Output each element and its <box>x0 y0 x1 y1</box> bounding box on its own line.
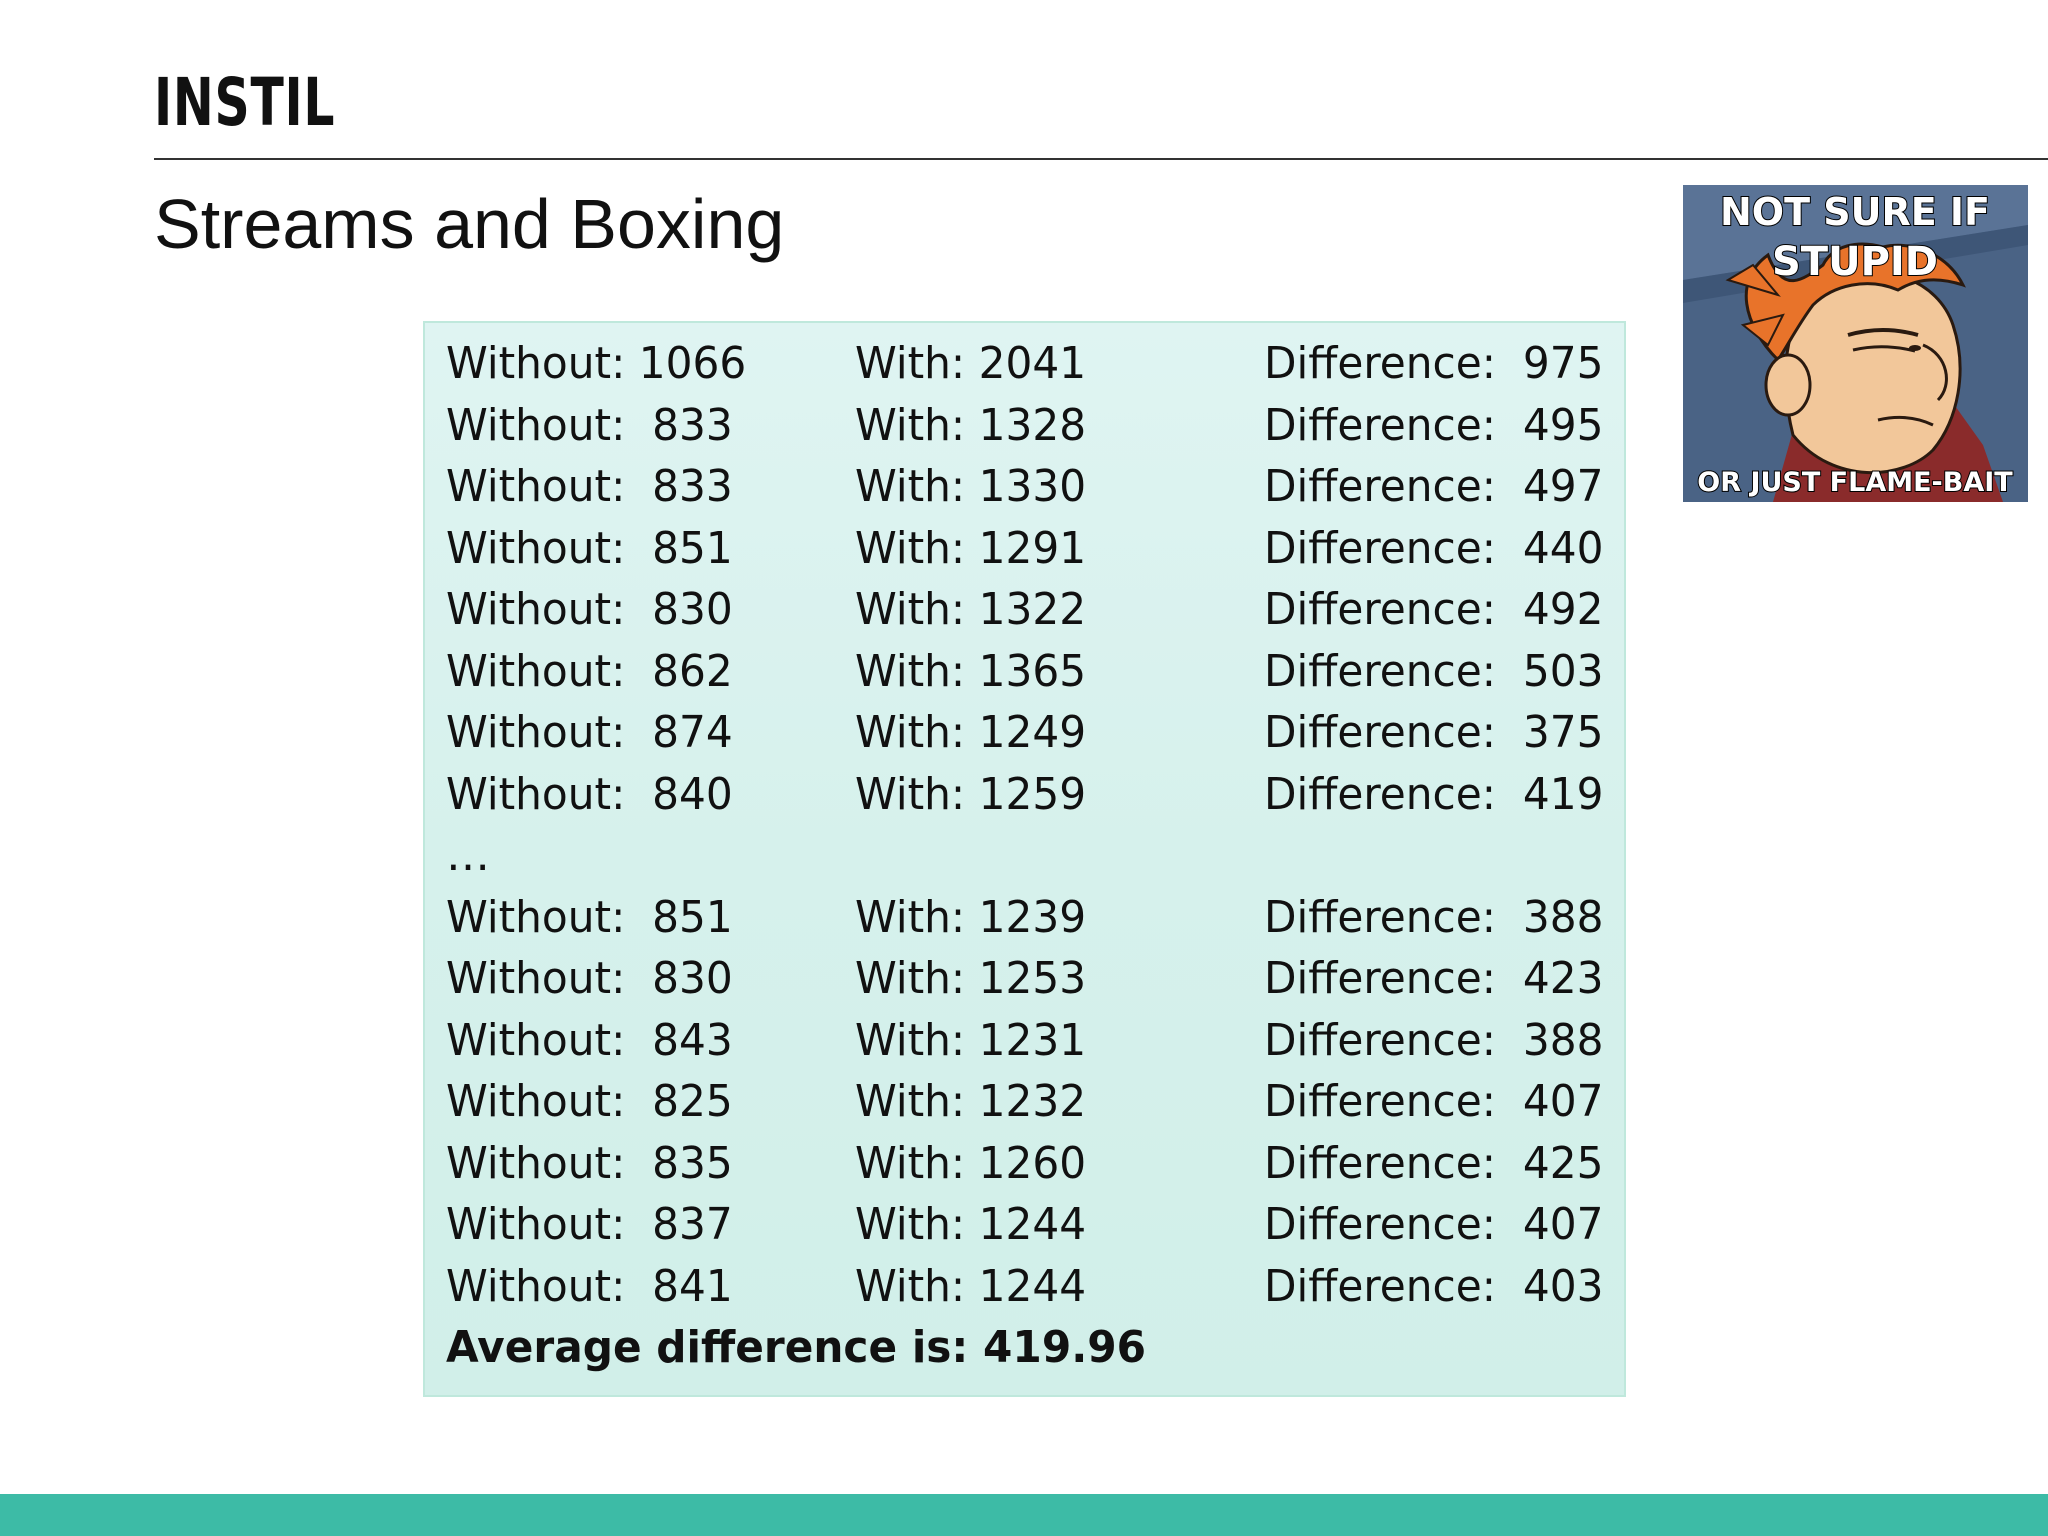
result-row: Without: 833 With: 1330 Difference: 497 <box>446 456 1624 518</box>
result-row: Without: 851 With: 1239 Difference: 388 <box>446 887 1624 949</box>
brand-logo-text: INSTIL <box>154 64 336 141</box>
meme-bottom-text: OR JUST FLAME-BAIT <box>1697 467 2013 498</box>
difference-value: Difference: 388 <box>1264 891 1604 943</box>
with-value: With: 1232 <box>855 1076 1087 1127</box>
without-value: Without: 825 <box>446 1076 733 1127</box>
footer-accent-bar <box>0 1494 2048 1536</box>
without-value: Without: 835 <box>446 1137 733 1189</box>
difference-value: Difference: 375 <box>1264 707 1604 758</box>
result-row: Without: 843 With: 1231 Difference: 388 <box>446 1010 1624 1072</box>
without-value: Without: 830 <box>446 584 733 635</box>
with-value: With: 1365 <box>855 645 1087 697</box>
meme-top-text-line1: NOT SURE IF <box>1720 190 1990 234</box>
slide-title: Streams and Boxing <box>154 185 785 263</box>
result-row: Without: 851 With: 1291 Difference: 440 <box>446 518 1624 580</box>
with-value: With: 1328 <box>855 399 1087 451</box>
difference-value: Difference: 425 <box>1264 1137 1604 1189</box>
result-row: Without: 830 With: 1253 Difference: 423 <box>446 948 1624 1010</box>
difference-value: Difference: 503 <box>1264 645 1604 697</box>
average-difference: Average difference is: 419.96 <box>446 1322 1147 1373</box>
without-value: Without: 840 <box>446 768 733 820</box>
without-value: Without: 837 <box>446 1199 733 1250</box>
without-value: Without: 841 <box>446 1260 733 1312</box>
benchmark-results-block: Without: 1066 With: 2041 Difference: 975 Wi… <box>423 321 1626 1397</box>
result-row: Without: 862 With: 1365 Difference: 503 <box>446 641 1624 703</box>
without-value: Without: 843 <box>446 1014 733 1066</box>
without-value: Without: 833 <box>446 399 733 451</box>
result-row: Without: 830 With: 1322 Difference: 492 <box>446 579 1624 641</box>
result-row: Without: 1066 With: 2041 Difference: 975 <box>446 333 1624 395</box>
result-row: Without: 837 With: 1244 Difference: 407 <box>446 1194 1624 1256</box>
difference-value: Difference: 495 <box>1264 399 1604 451</box>
result-row: Without: 833 With: 1328 Difference: 495 <box>446 395 1624 457</box>
result-row: Without: 841 With: 1244 Difference: 403 <box>446 1256 1624 1318</box>
results-ellipsis: … <box>446 830 490 881</box>
difference-value: Difference: 403 <box>1264 1260 1604 1312</box>
result-row: Without: 825 With: 1232 Difference: 407 <box>446 1071 1624 1133</box>
with-value: With: 1253 <box>855 953 1087 1004</box>
without-value: Without: 862 <box>446 645 733 697</box>
difference-value: Difference: 423 <box>1264 953 1604 1004</box>
result-row: Without: 835 With: 1260 Difference: 425 <box>446 1133 1624 1195</box>
results-rows-bottom: Without: 851 With: 1239 Difference: 388 Wit… <box>446 887 1624 1318</box>
with-value: With: 1244 <box>855 1199 1087 1250</box>
with-value: With: 1291 <box>855 522 1087 574</box>
difference-value: Difference: 492 <box>1264 584 1604 635</box>
meme-top-text-line2: STUPID <box>1772 239 1938 285</box>
difference-value: Difference: 407 <box>1264 1076 1604 1127</box>
without-value: Without: 1066 <box>446 338 747 389</box>
with-value: With: 1231 <box>855 1014 1087 1066</box>
with-value: With: 1259 <box>855 768 1087 820</box>
without-value: Without: 830 <box>446 953 733 1004</box>
results-rows-top: Without: 1066 With: 2041 Difference: 975 Wi… <box>446 333 1624 825</box>
without-value: Without: 833 <box>446 461 733 512</box>
without-value: Without: 851 <box>446 522 733 574</box>
with-value: With: 1244 <box>855 1260 1087 1312</box>
difference-value: Difference: 407 <box>1264 1199 1604 1250</box>
difference-value: Difference: 419 <box>1264 768 1604 820</box>
result-row: Without: 840 With: 1259 Difference: 419 <box>446 764 1624 826</box>
with-value: With: 2041 <box>855 338 1087 389</box>
header-divider <box>154 158 2048 160</box>
with-value: With: 1249 <box>855 707 1087 758</box>
difference-value: Difference: 975 <box>1264 338 1604 389</box>
fry-meme-image: NOT SURE IF STUPID OR JUST FLAME-BAIT <box>1683 185 2028 502</box>
result-row: Without: 874 With: 1249 Difference: 375 <box>446 702 1624 764</box>
with-value: With: 1322 <box>855 584 1087 635</box>
without-value: Without: 851 <box>446 891 733 943</box>
with-value: With: 1260 <box>855 1137 1087 1189</box>
difference-value: Difference: 497 <box>1264 461 1604 512</box>
with-value: With: 1239 <box>855 891 1087 943</box>
without-value: Without: 874 <box>446 707 733 758</box>
difference-value: Difference: 440 <box>1264 522 1604 574</box>
difference-value: Difference: 388 <box>1264 1014 1604 1066</box>
with-value: With: 1330 <box>855 461 1087 512</box>
